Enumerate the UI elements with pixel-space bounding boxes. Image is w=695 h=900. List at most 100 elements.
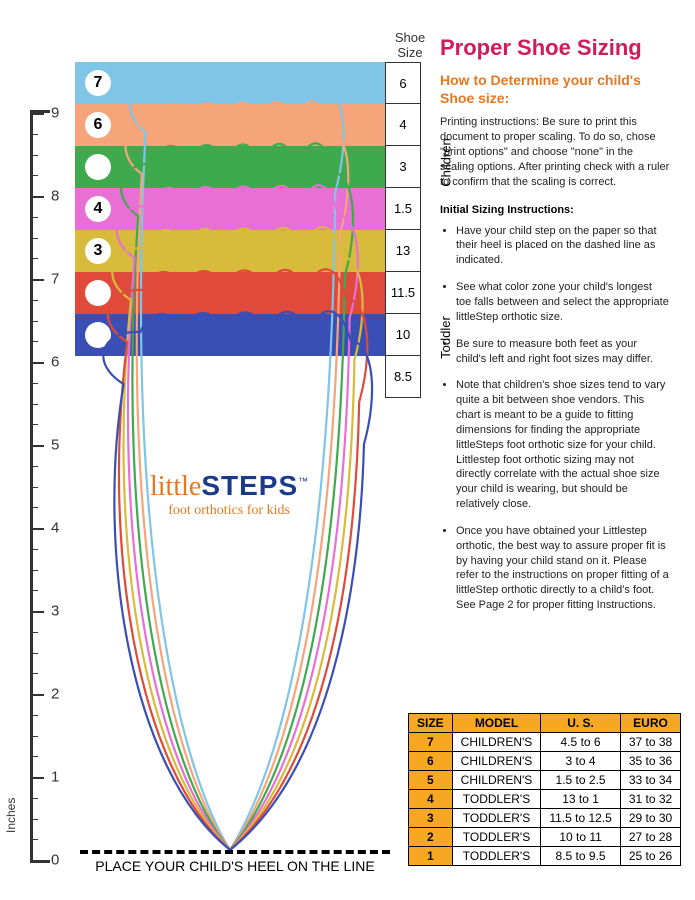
table-cell: TODDLER'S	[452, 828, 541, 847]
table-row: 6CHILDREN'S3 to 435 to 36	[409, 752, 681, 771]
table-cell: 4.5 to 6	[541, 733, 621, 752]
table-cell: CHILDREN'S	[452, 771, 541, 790]
table-cell: 25 to 26	[620, 847, 680, 866]
shoe-size-cell: 3	[385, 146, 421, 188]
table-header-cell: EURO	[620, 714, 680, 733]
inch-ruler: Inches 0123456789	[30, 113, 60, 860]
table-row: 5CHILDREN'S1.5 to 2.533 to 34	[409, 771, 681, 790]
ruler-tick-minor	[30, 819, 38, 820]
ruler-tick-minor	[30, 217, 38, 218]
ruler-tick-minor	[30, 341, 38, 342]
table-cell: CHILDREN'S	[452, 752, 541, 771]
table-header-cell: U. S.	[541, 714, 621, 733]
table-cell: 11.5 to 12.5	[541, 809, 621, 828]
band-size-circle: 1	[85, 322, 111, 348]
shoe-size-cell: 4	[385, 104, 421, 146]
table-cell: 3	[409, 809, 453, 828]
band-size-circle: 5	[85, 154, 111, 180]
size-band: 6	[75, 104, 385, 146]
table-header-row: SIZEMODELU. S.EURO	[409, 714, 681, 733]
table-cell: TODDLER'S	[452, 809, 541, 828]
foot-outline	[103, 311, 372, 850]
table-cell: 35 to 36	[620, 752, 680, 771]
ruler-number: 1	[51, 769, 59, 786]
ruler-number: 4	[51, 520, 59, 537]
shoe-size-cell: 11.5	[385, 272, 421, 314]
size-band: 2	[75, 272, 385, 314]
ruler-number: 5	[51, 437, 59, 454]
table-cell: 33 to 34	[620, 771, 680, 790]
band-size-circle: 4	[85, 196, 111, 222]
table-cell: 8.5 to 9.5	[541, 847, 621, 866]
ruler-tick-minor	[30, 632, 38, 633]
size-conversion-table: SIZEMODELU. S.EURO 7CHILDREN'S4.5 to 637…	[408, 713, 681, 866]
size-band: 3	[75, 230, 385, 272]
band-size-circle: 2	[85, 280, 111, 306]
ruler-tick-major	[30, 860, 44, 862]
instructions-column: Proper Shoe Sizing How to Determine your…	[440, 35, 670, 625]
table-cell: 2	[409, 828, 453, 847]
table-row: 3TODDLER'S11.5 to 12.529 to 30	[409, 809, 681, 828]
ruler-tick-minor	[30, 570, 38, 571]
table-cell: 29 to 30	[620, 809, 680, 828]
ruler-number: 9	[51, 105, 59, 122]
table-cell: 37 to 38	[620, 733, 680, 752]
ruler-tick-minor	[30, 404, 38, 405]
ruler-tick-minor	[30, 175, 38, 176]
ruler-tick-major	[30, 777, 44, 779]
ruler-unit-label: Inches	[4, 798, 18, 833]
table-cell: 4	[409, 790, 453, 809]
instruction-item: Note that children's shoe sizes tend to …	[456, 378, 670, 512]
table-cell: 5	[409, 771, 453, 790]
ruler-number: 3	[51, 603, 59, 620]
size-color-bands: 76 5 4 3 2 1	[75, 62, 385, 356]
ruler-tick-major	[30, 694, 44, 696]
logo-word-steps: STEPS	[201, 470, 298, 501]
ruler-tick-major	[30, 113, 44, 115]
ruler-tick-major	[30, 611, 44, 613]
ruler-number: 2	[51, 686, 59, 703]
page-title: Proper Shoe Sizing	[440, 35, 670, 61]
ruler-number: 0	[51, 852, 59, 869]
instruction-item: Be sure to measure both feet as your chi…	[456, 337, 670, 367]
shoe-size-column: 6431.51311.5108.5	[385, 62, 421, 398]
instruction-item: Once you have obtained your Littlestep o…	[456, 524, 670, 613]
ruler-tick-minor	[30, 134, 38, 135]
size-band: 4	[75, 188, 385, 230]
table-header-cell: SIZE	[409, 714, 453, 733]
ruler-tick-minor	[30, 238, 38, 239]
shoe-size-cell: 1.5	[385, 188, 421, 230]
foot-outline	[108, 269, 368, 850]
printing-instructions: Printing instructions: Be sure to print …	[440, 115, 670, 189]
ruler-tick-minor	[30, 424, 38, 425]
shoe-size-cell: 8.5	[385, 356, 421, 398]
ruler-tick-minor	[30, 321, 38, 322]
logo-tagline: foot orthotics for kids	[150, 503, 308, 519]
ruler-tick-major	[30, 279, 44, 281]
table-cell: 1	[409, 847, 453, 866]
instruction-item: See what color zone your child's longest…	[456, 280, 670, 325]
shoe-size-cell: 6	[385, 62, 421, 104]
ruler-tick-minor	[30, 155, 38, 156]
table-cell: 6	[409, 752, 453, 771]
table-row: 7CHILDREN'S4.5 to 637 to 38	[409, 733, 681, 752]
shoe-size-cell: 10	[385, 314, 421, 356]
ruler-tick-major	[30, 362, 44, 364]
ruler-tick-minor	[30, 507, 38, 508]
ruler-tick-minor	[30, 466, 38, 467]
table-row: 1TODDLER'S8.5 to 9.525 to 26	[409, 847, 681, 866]
size-band: 5	[75, 146, 385, 188]
instruction-list: Have your child step on the paper so tha…	[440, 224, 670, 613]
table-cell: 31 to 32	[620, 790, 680, 809]
page-subtitle: How to Determine your child's Shoe size:	[440, 71, 670, 107]
shoe-size-header: ShoeSize	[388, 30, 432, 60]
logo-word-little: little	[150, 471, 201, 502]
ruler-tick-minor	[30, 756, 38, 757]
ruler-tick-minor	[30, 798, 38, 799]
band-size-circle: 3	[85, 238, 111, 264]
ruler-tick-minor	[30, 653, 38, 654]
table-cell: 7	[409, 733, 453, 752]
ruler-number: 7	[51, 271, 59, 288]
table-cell: 27 to 28	[620, 828, 680, 847]
size-band: 7	[75, 62, 385, 104]
